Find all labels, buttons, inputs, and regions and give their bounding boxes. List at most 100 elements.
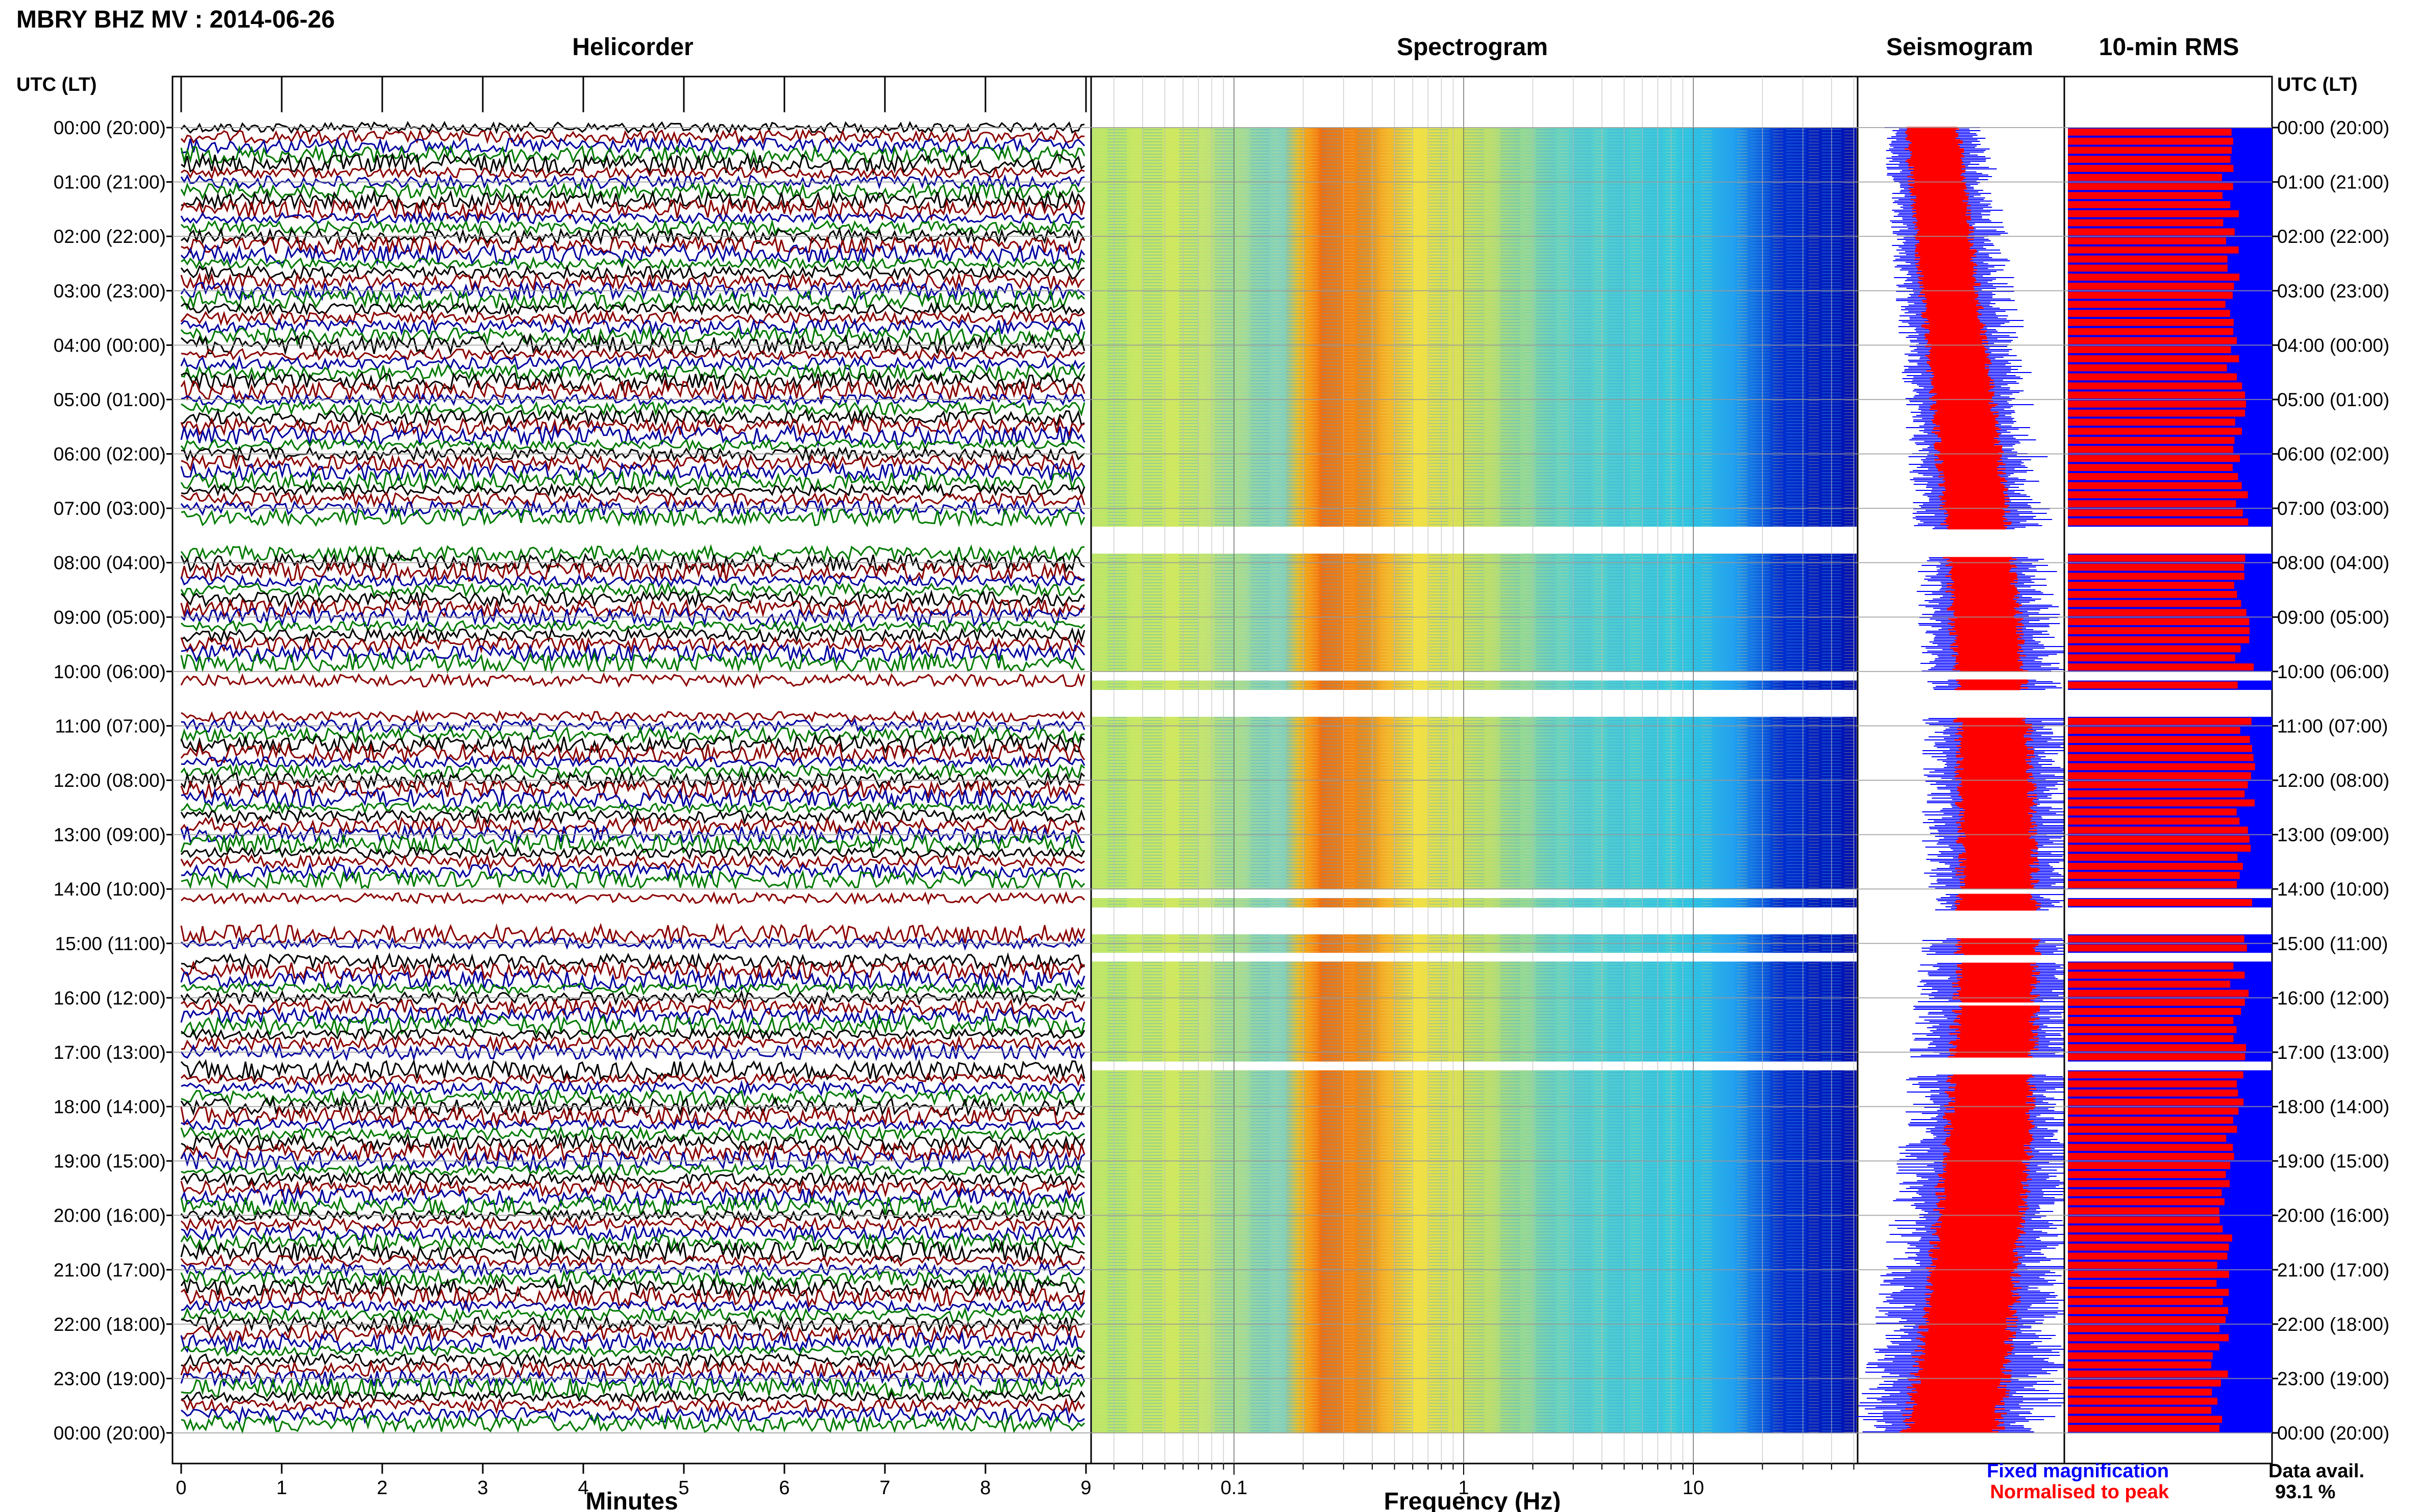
rms-normalised-bar	[2068, 445, 2234, 453]
spectrogram-row-texture	[1092, 1070, 1857, 1080]
right-time-label: 20:00 (16:00)	[2277, 1205, 2389, 1226]
rms-normalised-bar	[2068, 1126, 2237, 1133]
rms-normalised-bar	[2068, 364, 2227, 371]
rms-normalised-bar	[2068, 573, 2244, 580]
rms-normalised-bar	[2068, 228, 2235, 236]
helicorder-trace	[181, 1390, 1085, 1404]
helicorder-trace	[181, 346, 1085, 361]
helicorder-trace	[181, 869, 1085, 891]
spectrogram-row-texture	[1092, 898, 1857, 908]
right-time-label: 16:00 (12:00)	[2277, 987, 2389, 1008]
spectrogram-row-texture	[1092, 136, 1857, 146]
helicorder-trace	[180, 779, 1085, 800]
helicorder-trace	[180, 416, 1085, 438]
spectrogram-title: Spectrogram	[1397, 34, 1548, 61]
spectrogram-row-texture	[1092, 463, 1857, 473]
rms-normalised-bar	[2068, 1198, 2225, 1205]
helicorder-trace	[180, 1277, 1085, 1298]
helicorder-trace	[180, 317, 1085, 337]
spectrogram-row-texture	[1092, 807, 1857, 817]
rms-normalised-bar	[2068, 781, 2248, 788]
rms-normalised-bar	[2068, 319, 2234, 326]
spectrogram-row-texture	[1092, 290, 1857, 301]
rms-normalised-bar	[2068, 745, 2252, 752]
helicorder-trace	[180, 1359, 1085, 1379]
rms-normalised-bar	[2068, 1416, 2223, 1423]
rms-normalised-bar	[2068, 310, 2230, 317]
spectrogram-row-texture	[1092, 1306, 1857, 1316]
helicorder-trace	[180, 968, 1085, 992]
rms-normalised-bar	[2068, 554, 2245, 562]
spectrogram-row-texture	[1092, 1297, 1857, 1306]
helicorder-trace	[181, 1323, 1085, 1344]
helicorder-trace	[180, 808, 1085, 825]
helicorder-x-tick-label: 2	[377, 1477, 387, 1499]
spectrogram-row-texture	[1092, 789, 1857, 799]
spectrogram-row-texture	[1092, 1279, 1857, 1288]
spectrogram-row-texture	[1092, 735, 1857, 745]
rms-normalised-bar	[2068, 1425, 2219, 1432]
spectrogram-row-texture	[1092, 164, 1857, 173]
rms-normalised-bar	[2068, 409, 2245, 417]
helicorder-trace	[181, 1133, 1085, 1153]
left-time-label: 12:00 (08:00)	[54, 770, 166, 791]
rms-normalised-bar	[2068, 636, 2250, 643]
helicorder-trace	[181, 333, 1085, 357]
spectrogram-row-texture	[1092, 191, 1857, 201]
spectrogram-row-texture	[1092, 1215, 1857, 1225]
left-time-label: 05:00 (01:00)	[54, 389, 166, 410]
helicorder-trace	[180, 726, 1085, 745]
spectrogram-row-texture	[1092, 1405, 1857, 1416]
spectrogram-row-texture	[1092, 1188, 1857, 1198]
helicorder-trace	[181, 1027, 1085, 1042]
rms-normalised-bar	[2068, 1044, 2246, 1051]
helicorder-trace	[180, 923, 1085, 946]
left-time-label: 20:00 (16:00)	[54, 1205, 166, 1226]
spectrogram-row-texture	[1092, 1243, 1857, 1252]
spectrogram-row-texture	[1092, 218, 1857, 228]
helicorder-trace	[180, 144, 1085, 165]
spectrogram-row-texture	[1092, 1034, 1857, 1044]
rms-normalised-bar	[2068, 1153, 2234, 1160]
right-time-label: 00:00 (20:00)	[2277, 1423, 2389, 1444]
spectrogram-row-texture	[1092, 1133, 1857, 1144]
spectrogram-row-texture	[1092, 172, 1857, 183]
spectrogram-row-texture	[1092, 1088, 1857, 1098]
left-time-label: 22:00 (18:00)	[54, 1314, 166, 1335]
helicorder-trace	[180, 469, 1085, 493]
helicorder-trace	[180, 989, 1085, 1007]
spectrogram-row-texture	[1092, 1152, 1857, 1161]
spectrogram-row-texture	[1092, 1015, 1857, 1026]
spectrogram-row-texture	[1092, 1260, 1857, 1270]
right-time-label: 18:00 (14:00)	[2277, 1097, 2389, 1118]
spectrogram-row-texture	[1092, 1387, 1857, 1397]
rms-normalised-bar	[2068, 337, 2237, 344]
spectrogram-row-texture	[1092, 236, 1857, 246]
rms-normalised-bar	[2068, 582, 2234, 589]
spectrogram-row-texture	[1092, 1161, 1857, 1171]
spectrogram-row-texture	[1092, 254, 1857, 264]
spectrogram-row-texture	[1092, 1270, 1857, 1279]
spectrogram-row-texture	[1092, 1197, 1857, 1207]
seismogram-title: Seismogram	[1886, 34, 2033, 61]
right-time-label: 00:00 (20:00)	[2277, 117, 2389, 138]
right-time-label: 12:00 (08:00)	[2277, 770, 2389, 791]
rms-normalised-bar	[2068, 146, 2232, 154]
helicorder-trace	[181, 362, 1085, 383]
helicorder-trace	[180, 280, 1085, 302]
rms-normalised-bar	[2068, 500, 2236, 508]
helicorder-x-tick-label: 9	[1080, 1477, 1091, 1499]
helicorder-trace	[181, 400, 1085, 417]
rms-normalised-bar	[2068, 1389, 2212, 1396]
spectrogram-row-texture	[1092, 1106, 1857, 1116]
right-time-axis-label: UTC (LT)	[2277, 74, 2358, 95]
spectrogram-row-texture	[1092, 590, 1857, 600]
spectrogram-row-texture	[1092, 472, 1857, 482]
right-time-label: 03:00 (23:00)	[2277, 281, 2389, 302]
helicorder-trace	[181, 392, 1085, 407]
rms-normalised-bar	[2068, 328, 2234, 335]
left-time-label: 07:00 (03:00)	[54, 498, 166, 519]
rms-normalised-bar	[2068, 346, 2231, 354]
right-time-label: 17:00 (13:00)	[2277, 1042, 2389, 1063]
helicorder-trace	[180, 264, 1085, 282]
